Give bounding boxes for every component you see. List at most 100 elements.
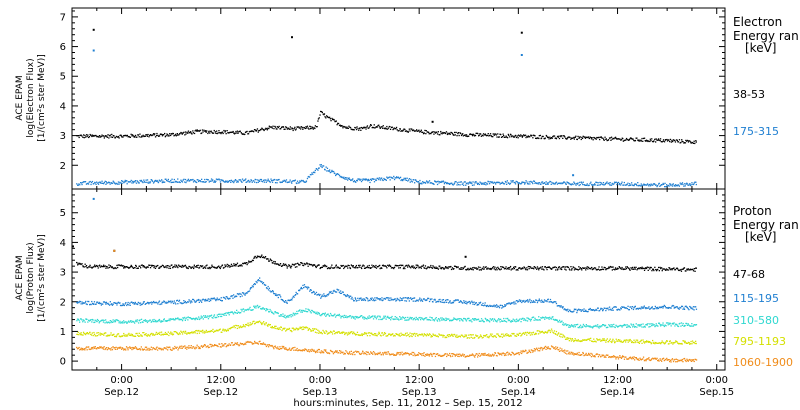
data-point [258,306,260,308]
data-point [322,295,324,297]
data-point [544,137,546,139]
data-point [107,302,109,304]
data-point [250,179,253,182]
data-point [308,309,311,311]
data-point [570,324,573,326]
data-point [192,332,194,334]
data-point [124,267,126,269]
series-115-195 [76,197,698,314]
data-point [325,330,327,332]
data-point [116,302,119,304]
data-point [143,179,145,181]
data-point [142,266,144,268]
data-point [311,126,314,128]
data-point [427,181,430,183]
data-point [376,297,378,299]
data-point [406,297,408,299]
data-point [464,134,466,136]
data-point [394,316,396,318]
data-point [366,332,368,334]
data-point [296,293,299,295]
data-point [275,263,277,265]
data-point [270,326,272,328]
data-point [186,316,188,319]
data-point [152,265,155,267]
data-point [179,333,181,335]
data-point [640,306,643,308]
data-point [239,296,241,298]
data-point [420,267,422,269]
data-point [346,126,348,128]
data-point [606,268,608,270]
data-point [582,323,585,326]
data-point [629,306,631,308]
data-point [297,126,299,128]
data-point [192,130,194,132]
data-point [148,181,150,183]
data-point [414,300,416,302]
data-point [669,138,672,141]
data-point [77,331,79,333]
data-point [642,184,644,186]
data-point [172,318,174,320]
data-point [574,326,576,328]
data-point [143,181,145,183]
data-point [274,311,277,313]
data-point [164,266,166,268]
data-point [687,323,689,325]
data-point [436,183,439,186]
data-point [440,130,442,133]
data-point [427,334,430,337]
data-point [687,268,689,270]
data-point [421,317,423,319]
data-point [83,320,85,322]
data-point [309,125,311,127]
data-point [225,180,227,182]
data-point [491,135,493,138]
data-point [611,269,613,271]
data-point [196,266,198,268]
data-point [488,335,491,337]
data-point [165,333,167,335]
data-point [372,334,375,336]
data-point [538,269,540,271]
data-point [93,265,95,268]
data-point [637,308,640,310]
data-point [596,137,599,139]
data-point [405,130,407,132]
data-point [552,136,554,138]
data-point [588,308,590,311]
data-point [360,297,362,299]
data-point [205,267,207,269]
data-point [662,182,664,185]
data-point [166,320,168,322]
data-point [372,315,374,317]
data-point [500,268,502,270]
data-point [318,332,320,334]
data-point [418,182,420,184]
data-point [685,270,687,272]
data-point [449,133,451,135]
data-point [547,136,550,138]
data-point [693,324,695,326]
data-point [245,181,247,183]
data-point [190,131,192,133]
data-point [571,183,573,185]
data-point [488,305,490,308]
data-point [527,265,529,268]
data-point [378,331,380,333]
data-point [289,126,291,128]
data-point [97,319,99,322]
data-point [686,182,688,184]
data-point [279,294,281,296]
data-point [320,296,323,298]
data-point [303,262,305,265]
data-point [134,335,137,337]
data-point [230,131,232,133]
data-point [313,291,315,293]
data-point [128,304,130,306]
data-point [540,266,542,268]
data-point [439,298,441,301]
data-point [480,135,482,137]
data-point [440,317,442,319]
